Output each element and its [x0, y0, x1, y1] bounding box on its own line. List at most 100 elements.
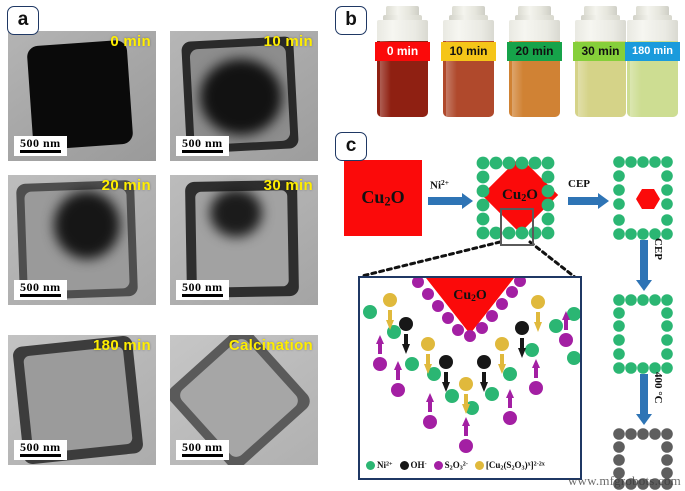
tem-image-10min: 10 min 500 nm: [170, 31, 318, 161]
scale-bar-text: 500 nm: [182, 280, 223, 294]
tem-particle-core: [210, 189, 262, 237]
ni-bead-frame: [613, 294, 673, 374]
calcination-arrow-label: 400 °C: [652, 372, 664, 404]
vial-body: [509, 20, 560, 117]
cep-arrow-head: [598, 193, 609, 209]
vial-time-tag: 10 min: [441, 42, 496, 61]
cu2o-residual-hexagon: [636, 189, 660, 209]
scale-bar: 500 nm: [14, 440, 67, 460]
vial-body: [443, 20, 494, 117]
tem-image-180min: 180 min 500 nm: [8, 335, 156, 465]
scale-bar-line: [20, 454, 61, 457]
scale-bar-line: [182, 454, 223, 457]
vial-time-tag: 0 min: [375, 42, 430, 61]
legend-label-thiosulfate: S2O32-: [444, 459, 468, 471]
calcination-arrow-head: [636, 414, 652, 425]
calcined-bead-frame: [613, 428, 673, 490]
cu2o-inset-label-wrap: Cu2O: [432, 286, 508, 308]
vial-time-tag: 20 min: [507, 42, 562, 61]
cep-vertical-arrow-head: [636, 280, 652, 291]
vial-30min: 30 min: [572, 6, 629, 119]
tem-time-label: 10 min: [263, 33, 313, 50]
cu2o-solid-cube: Cu2O: [344, 160, 422, 236]
inset-particles: [363, 278, 580, 453]
cu2o-core-label-wrap: Cu2O: [492, 176, 548, 216]
scale-bar-text: 500 nm: [182, 136, 223, 150]
legend-item-oh: OH-: [399, 460, 427, 471]
ni-arrow-head: [462, 193, 473, 209]
scale-bar: 500 nm: [176, 136, 229, 156]
tem-particle-interior: [23, 346, 133, 454]
vial-collar: [581, 15, 620, 21]
legend-bead-ni-icon: [366, 460, 375, 470]
legend-bead-complex-icon: [474, 460, 484, 470]
tem-image-20min: 20 min 500 nm: [8, 175, 156, 305]
panel-label-c: c: [335, 132, 367, 161]
vial-collar: [449, 15, 488, 21]
vial-body: [377, 20, 428, 117]
cep-vertical-arrow-shaft: [640, 240, 648, 280]
scale-bar-text: 500 nm: [182, 440, 223, 454]
tem-time-label: 0 min: [110, 33, 151, 50]
vial-0min: 0 min: [374, 6, 431, 119]
ni-bead-frame: [476, 156, 555, 240]
tem-particle: [26, 39, 134, 151]
ni-shell-with-core: Cu2O: [476, 156, 562, 246]
panel-c-mechanism-schematic: c Cu2O Ni2+ Cu2O: [330, 128, 685, 491]
scale-bar-text: 500 nm: [20, 280, 61, 294]
legend-item-thiosulfate: S2O32-: [433, 459, 468, 471]
legend-label-complex: [Cu2(S2O3)x]2-2x: [485, 459, 545, 471]
tem-particle-core: [54, 191, 120, 259]
legend-item-complex: [Cu2(S2O3)x]2-2x: [474, 459, 545, 471]
vial-body: [575, 20, 626, 117]
tem-image-0min: 0 min 500 nm: [8, 31, 156, 161]
vial-20min: 20 min: [506, 6, 563, 119]
cu2o-core-label: Cu2O: [502, 187, 538, 205]
legend-item-ni: Ni2+: [366, 460, 393, 470]
scale-bar: 500 nm: [14, 280, 67, 300]
tem-time-label: 180 min: [93, 337, 151, 354]
legend-bead-thiosulfate-icon: [433, 460, 443, 470]
scale-bar-line: [20, 150, 61, 153]
ni-arrow-shaft: [428, 197, 462, 205]
scale-bar-text: 500 nm: [20, 136, 61, 150]
scale-bar: 500 nm: [176, 280, 229, 300]
scale-bar: 500 nm: [14, 136, 67, 156]
panel-label-a: a: [7, 6, 39, 35]
scale-bar-text: 500 nm: [20, 440, 61, 454]
tem-time-label: Calcination: [228, 337, 313, 354]
vial-180min: 180 min: [624, 6, 681, 119]
cep-arrow-label: CEP: [568, 178, 590, 190]
vial-collar: [633, 15, 672, 21]
vial-time-tag: 180 min: [625, 42, 680, 61]
ni-arrow-label: Ni2+: [430, 178, 449, 192]
inset-legend: Ni2+ OH- S2O32- [Cu2(S2O3)x]2-2x: [366, 460, 549, 471]
legend-bead-oh-icon: [399, 460, 409, 470]
tem-image-30min: 30 min 500 nm: [170, 175, 318, 305]
legend-label-ni: Ni2+: [377, 460, 393, 471]
scale-bar-line: [182, 150, 223, 153]
cu2o-label: Cu2O: [361, 186, 405, 209]
panel-a-tem-series: a 0 min 500 nm 10 min 500 nm: [0, 0, 330, 491]
cep-arrow-shaft: [568, 197, 598, 205]
scale-bar: 500 nm: [176, 440, 229, 460]
watermark: www.mfgrobots.com: [567, 473, 681, 488]
vial-collar: [515, 15, 554, 21]
tem-image-calcination: Calcination 500 nm: [170, 335, 318, 465]
vial-body: [627, 20, 678, 117]
cu2o-inset-label: Cu2O: [453, 288, 487, 305]
vial-time-tag: 30 min: [573, 42, 628, 61]
scale-bar-line: [182, 294, 223, 297]
vial-collar: [383, 15, 422, 21]
legend-label-oh: OH-: [410, 460, 427, 471]
tem-time-label: 20 min: [101, 177, 151, 194]
calcination-arrow-shaft: [640, 374, 648, 414]
calcined-shell: [613, 428, 681, 490]
ni-bead-frame: [613, 156, 673, 240]
vial-10min: 10 min: [440, 6, 497, 119]
hollow-ni-shell: [613, 294, 681, 374]
scale-bar-line: [20, 294, 61, 297]
zoom-highlight-box: [500, 208, 534, 246]
tem-particle-core: [200, 59, 282, 135]
